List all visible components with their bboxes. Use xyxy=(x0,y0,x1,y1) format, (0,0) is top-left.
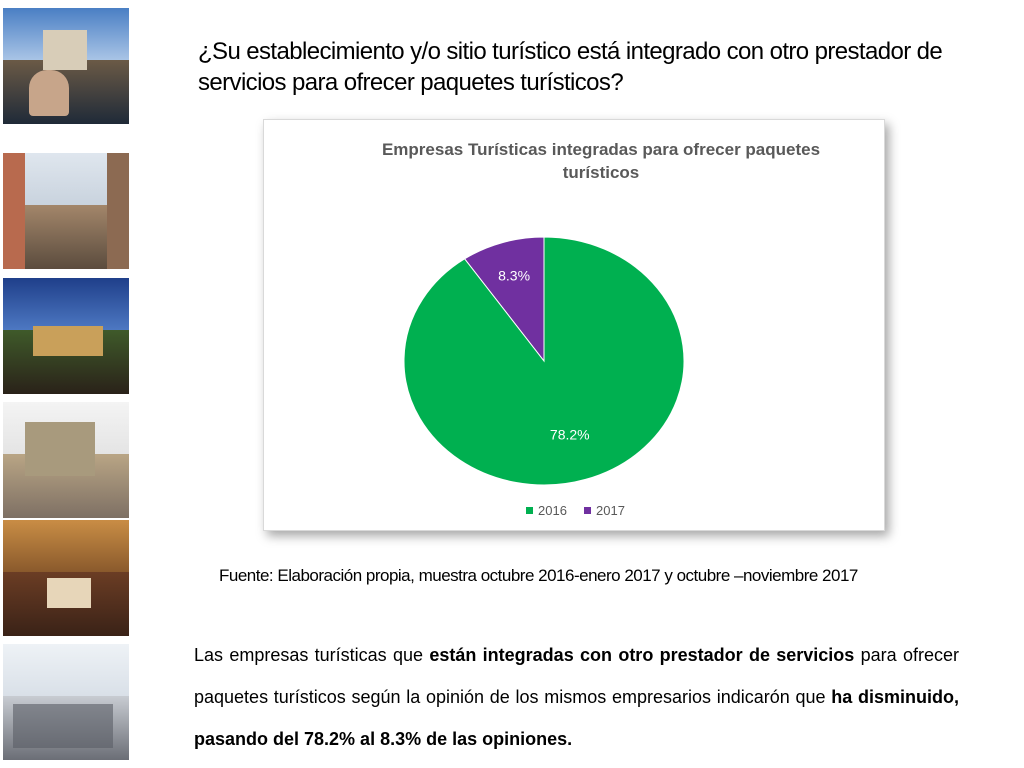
body-text-2: para ofrecer paquetes turísticos según l… xyxy=(194,645,959,707)
data-label-2016: 78.2% xyxy=(550,426,590,442)
pie-slice-2016 xyxy=(403,236,685,486)
photo-airport-travelers xyxy=(3,644,129,760)
photo-hotel-room xyxy=(3,520,129,636)
body-text-1: Las empresas turísticas que xyxy=(194,645,430,665)
chart-container: Empresas Turísticas integradas para ofre… xyxy=(263,119,885,531)
pie-chart: 8.3% 78.2% 2016 2017 xyxy=(403,236,685,518)
chart-title: Empresas Turísticas integradas para ofre… xyxy=(381,140,821,182)
slide-title: ¿Su establecimiento y/o sitio turístico … xyxy=(198,38,943,96)
photo-night-garden xyxy=(3,278,129,394)
body-bold-1: están integradas con otro prestador de s… xyxy=(429,645,855,665)
photo-street-crowd xyxy=(3,153,129,269)
legend-swatch-2017 xyxy=(584,507,591,514)
legend-label-2016: 2016 xyxy=(538,503,567,518)
legend-swatch-2016 xyxy=(526,507,533,514)
pie-slice-2017 xyxy=(463,236,545,363)
legend-label-2017: 2017 xyxy=(596,503,625,518)
body-bold-2: ha disminuido, pasando del 78.2% al 8.3%… xyxy=(194,687,959,749)
photo-church-plaza xyxy=(3,402,129,518)
source-note: Fuente: Elaboración propia, muestra octu… xyxy=(219,566,858,585)
photo-cathedral-pool xyxy=(3,8,129,124)
body-paragraph: Las empresas turísticas que están integr… xyxy=(194,634,959,760)
data-label-2017: 8.3% xyxy=(498,268,530,284)
